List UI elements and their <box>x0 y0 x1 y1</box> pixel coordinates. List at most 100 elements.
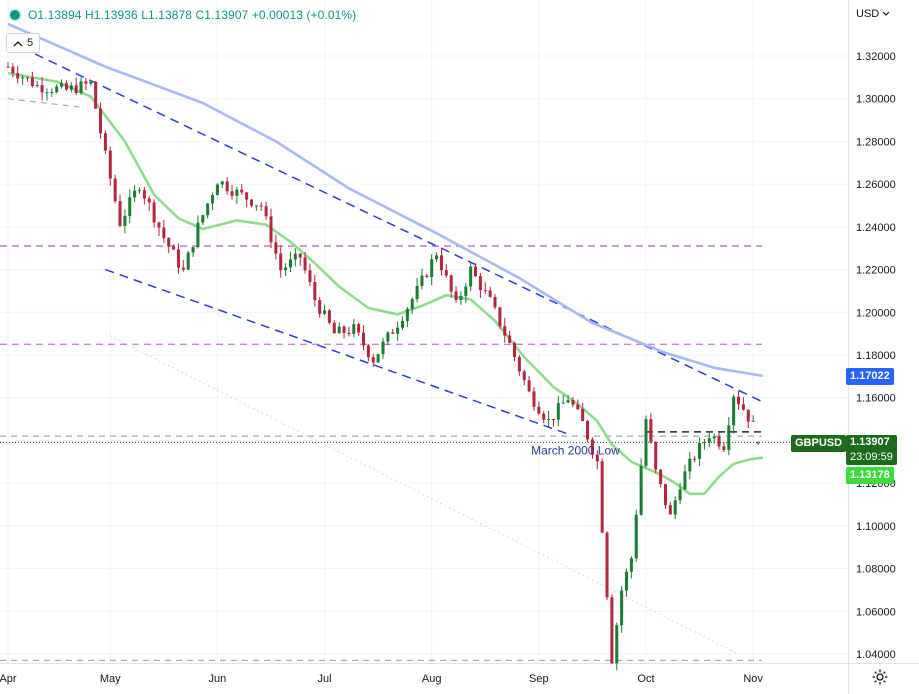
candle-body <box>391 332 395 334</box>
candle-body <box>279 253 283 271</box>
candle-body <box>245 192 249 200</box>
candle-body <box>323 310 327 314</box>
candle-body <box>469 266 473 287</box>
candle-body <box>332 322 336 334</box>
candle-body <box>74 85 78 93</box>
indicators-toggle-button[interactable]: 5 <box>6 33 41 53</box>
candle-body <box>590 439 594 455</box>
symbol-tag: GBPUSD <box>791 435 847 452</box>
candle-body <box>449 275 453 292</box>
candle-body <box>610 597 614 664</box>
candle-body <box>756 442 760 444</box>
candle-body <box>50 92 54 94</box>
price-tick-label: 1.04000 <box>856 649 896 661</box>
candle-body <box>727 425 731 450</box>
price-tick-label: 1.28000 <box>856 136 896 148</box>
last-price-value: 1.13907 <box>850 436 890 448</box>
candle-body <box>649 419 653 443</box>
candle-body <box>201 215 205 223</box>
candle-body <box>644 419 648 466</box>
candle-body <box>444 270 448 276</box>
candle-body <box>707 438 711 443</box>
time-tick-label: Jul <box>318 673 332 685</box>
candle-body <box>123 215 127 226</box>
candle-body <box>425 275 429 278</box>
candle-body <box>542 413 546 420</box>
candle-body <box>108 150 112 179</box>
price-tick-label: 1.24000 <box>856 222 896 234</box>
candle-body <box>537 406 541 414</box>
candle-body <box>21 77 25 79</box>
candle-body <box>732 396 736 426</box>
candle-body <box>693 458 697 460</box>
ma-short-price-tag: 1.13178 <box>846 467 894 484</box>
candle-body <box>371 357 375 363</box>
candle-body <box>60 83 64 87</box>
candle-body <box>673 500 677 515</box>
low-value: L1.13878 <box>141 8 193 22</box>
gear-icon[interactable] <box>871 668 889 686</box>
candle-body <box>99 108 103 134</box>
time-tick-label: Nov <box>743 673 763 685</box>
candle-body <box>737 396 741 405</box>
candle-body <box>376 354 380 363</box>
candle-body <box>196 222 200 248</box>
chevron-down-icon <box>882 11 890 16</box>
candle-body <box>254 205 258 207</box>
candle-body <box>712 436 716 439</box>
candle-body <box>663 484 667 506</box>
candle-body <box>269 216 273 243</box>
candle-body <box>215 184 219 196</box>
candle-body <box>172 246 176 250</box>
candle-body <box>94 81 98 109</box>
candle-body <box>595 454 599 462</box>
price-tick-label: 1.06000 <box>856 606 896 618</box>
candle-body <box>547 419 551 421</box>
price-tick-label: 1.16000 <box>856 393 896 405</box>
candle-body <box>741 404 745 410</box>
candle-body <box>6 66 10 68</box>
candle-body <box>566 400 570 403</box>
currency-selector[interactable]: USD <box>856 8 890 20</box>
price-tick-label: 1.08000 <box>856 564 896 576</box>
candle-body <box>220 181 224 185</box>
candle-body <box>522 371 526 381</box>
candle-body <box>137 190 142 192</box>
candle-body <box>152 202 156 223</box>
trendline <box>7 98 82 108</box>
ma-long-line <box>7 22 764 378</box>
candle-body <box>45 92 49 94</box>
candle-body <box>683 471 687 490</box>
candle-body <box>717 436 721 447</box>
candle-body <box>352 324 356 334</box>
candle-body <box>561 402 565 404</box>
price-axis: 1.040001.060001.080001.100001.120001.140… <box>856 51 896 661</box>
candle-body <box>308 270 312 283</box>
time-tick-label: Apr <box>0 673 17 685</box>
indicator-count: 5 <box>27 37 34 49</box>
candle-body <box>659 469 663 485</box>
candle-body <box>249 199 254 206</box>
candle-body <box>357 324 361 333</box>
candle-body <box>288 259 292 268</box>
candle-body <box>488 290 492 297</box>
candle-body <box>284 267 288 271</box>
candle-body <box>211 195 215 204</box>
candle-body <box>298 253 302 258</box>
horizontal-levels <box>0 245 848 662</box>
candle-body <box>576 404 580 410</box>
candle-body <box>410 299 414 309</box>
time-axis: Apr May Jun Jul Aug Sep Oct Nov <box>0 673 763 685</box>
candle-body <box>25 77 29 79</box>
ma-long-value: 1.17022 <box>850 370 890 382</box>
chevron-up-icon <box>13 41 23 47</box>
price-tick-label: 1.20000 <box>856 307 896 319</box>
annotations: March 2000 Low <box>531 444 620 458</box>
candle-body <box>11 66 15 74</box>
candle-body <box>571 400 575 405</box>
candle-body <box>337 326 341 334</box>
ohlc-legend: O1.13894 H1.13936 L1.13878 C1.13907 +0.0… <box>8 8 356 22</box>
candle-body <box>313 282 317 301</box>
candle-body <box>347 332 351 334</box>
